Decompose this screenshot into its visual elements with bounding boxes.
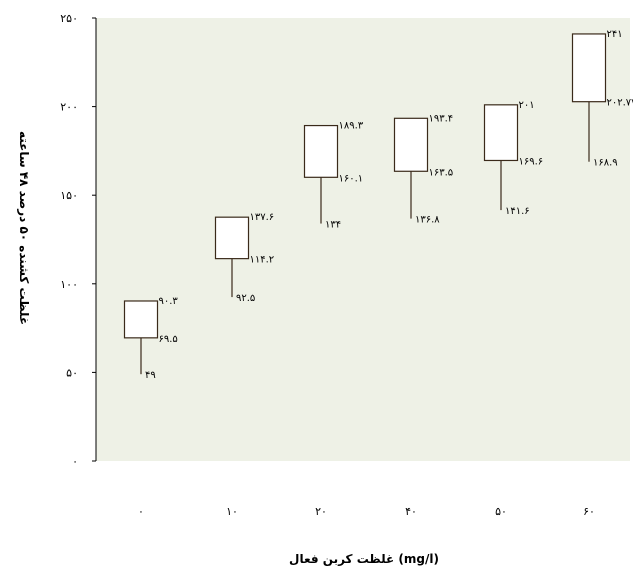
y-tick-label: ۱۰۰ [60,278,78,291]
low-value-label: ۹۲.۵ [236,293,255,304]
low-value-label: ۴۹ [145,370,156,381]
high-value-label: ۲۰۱ [519,100,535,111]
mid-value-label: ۱۶۰.۱ [339,173,364,184]
mid-value-label: ۱۶۳.۵ [429,167,454,178]
mid-value-label: ۶۹.۵ [159,334,178,345]
y-axis-title: غلظت کشنده ۵۰ درصد ۴۸ ساعته [17,131,31,325]
y-tick-label: ۵۰ [66,366,78,379]
mid-value-label: ۱۱۴.۲ [250,255,275,266]
low-value-label: ۱۳۴ [325,220,341,231]
box [393,117,429,172]
chart-marks: ۹۰.۳ ۶۹.۵ ۴۹ ۱۳۷.۶ ۱۱۴.۲ ۹۲.۵ ۱۸۹.۳ ۱۶۰.۱ ۱۳۴ ۱۹۳… [123,29,633,381]
plot-area [96,18,630,461]
y-tick-label: ۰ [72,455,78,468]
box [214,216,250,260]
mid-value-label: ۲۰۲.۷۷ [607,98,633,109]
low-value-label: ۱۳۶.۸ [415,215,440,226]
x-tick-label: ۲۰ [315,505,327,518]
y-tick-label: ۱۵۰ [60,189,78,202]
x-tick-label: ۵۰ [495,505,507,518]
y-tick-label: ۲۵۰ [60,12,78,25]
y-tick-label: ۲۰۰ [60,101,78,114]
high-value-label: ۲۴۱ [607,29,623,40]
x-axis-ticks: ۰ ۱۰ ۲۰ ۴۰ ۵۰ ۶۰ [138,505,595,518]
x-tick-label: ۶۰ [583,505,595,518]
mid-value-label: ۱۶۹.۶ [519,156,544,167]
x-tick-label: ۴۰ [405,505,417,518]
x-tick-label: ۰ [138,505,144,518]
low-value-label: ۱۴۱.۶ [505,206,530,217]
x-tick-label: ۱۰ [226,505,238,518]
high-value-label: ۱۹۳.۴ [429,113,454,124]
low-value-label: ۱۶۸.۹ [593,158,618,169]
box [303,124,339,178]
box [571,33,607,103]
high-value-label: ۹۰.۳ [159,296,179,307]
y-axis-ticks: ۰ ۵۰ ۱۰۰ ۱۵۰ ۲۰۰ ۲۵۰ [60,12,96,468]
high-value-label: ۱۳۷.۶ [250,212,275,223]
x-axis-title: غلظت کربن فعال (mg/l) [289,552,439,566]
high-value-label: ۱۸۹.۳ [339,121,364,132]
box [123,300,159,339]
box [483,104,519,162]
